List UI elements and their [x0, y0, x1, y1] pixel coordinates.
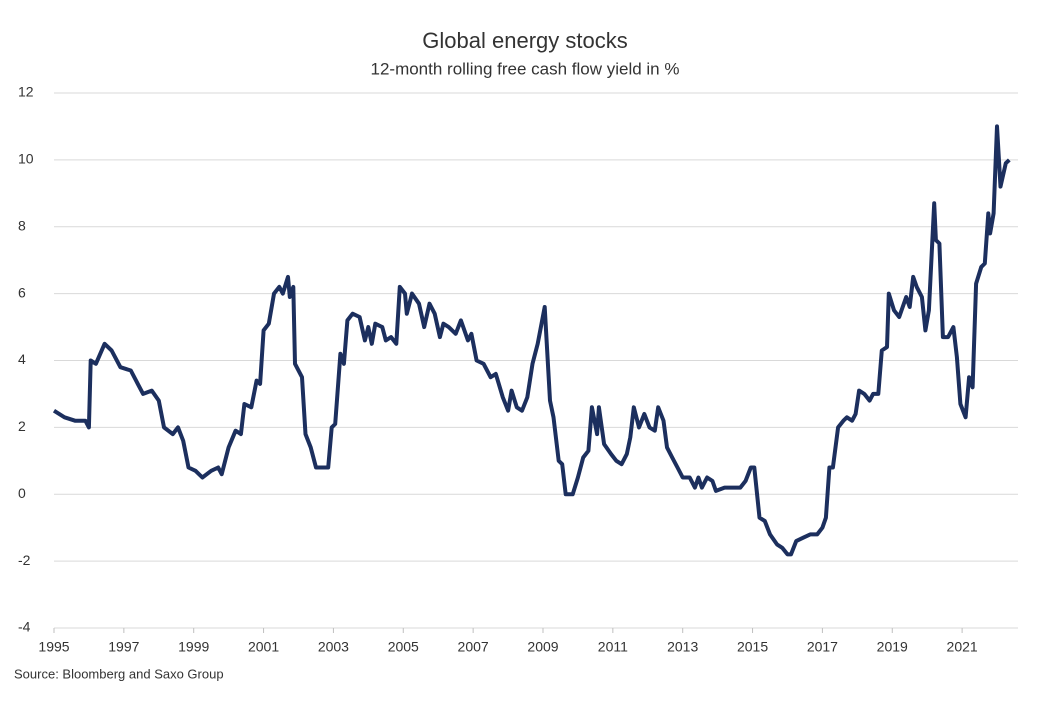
data-line	[52, 124, 1011, 557]
x-tick-label: 2001	[248, 639, 279, 655]
x-tick-label: 2007	[458, 639, 489, 655]
x-tick-label: 2011	[598, 639, 628, 655]
x-tick-label: 2017	[807, 639, 838, 655]
y-tick-label: 4	[18, 351, 26, 367]
x-tick-label: 1997	[108, 639, 139, 655]
x-tick-label: 1995	[38, 639, 69, 655]
x-tick-label: 2005	[388, 639, 419, 655]
y-tick-label: 2	[18, 418, 26, 434]
x-tick-label: 2003	[318, 639, 349, 655]
chart-subtitle: 12-month rolling free cash flow yield in…	[371, 59, 680, 78]
x-tick-label: 2013	[667, 639, 698, 655]
x-tick-label: 2015	[737, 639, 768, 655]
y-tick-label: 12	[18, 84, 34, 100]
y-tick-label: 10	[18, 151, 34, 167]
y-tick-label: -2	[18, 552, 31, 568]
x-tick-label: 1999	[178, 639, 209, 655]
y-tick-label: 6	[18, 284, 26, 300]
source-note: Source: Bloomberg and Saxo Group	[14, 666, 224, 681]
x-tick-label: 2019	[877, 639, 908, 655]
y-tick-label: 0	[18, 485, 26, 501]
y-tick-label: 8	[18, 217, 26, 233]
chart-title: Global energy stocks	[422, 28, 627, 53]
x-tick-label: 2009	[527, 639, 558, 655]
y-tick-label: -4	[18, 619, 31, 635]
x-tick-label: 2021	[947, 639, 978, 655]
